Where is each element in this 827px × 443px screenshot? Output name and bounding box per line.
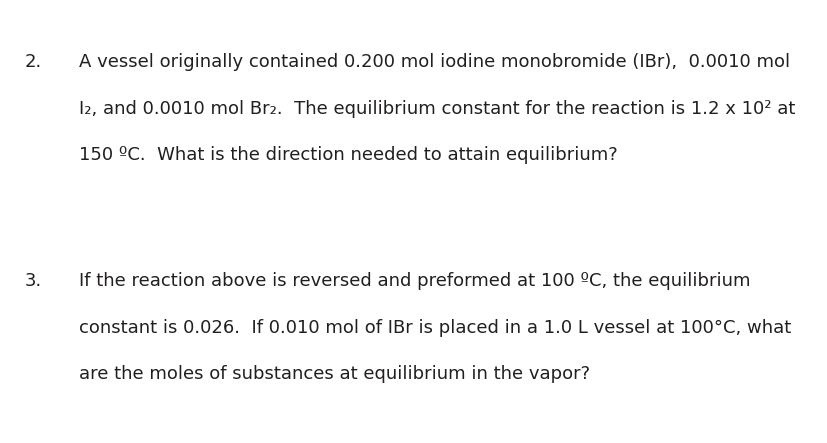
Text: I₂, and 0.0010 mol Br₂.  The equilibrium constant for the reaction is 1.2 x 10² : I₂, and 0.0010 mol Br₂. The equilibrium … xyxy=(79,100,794,118)
Text: A vessel originally contained 0.200 mol iodine monobromide (IBr),  0.0010 mol: A vessel originally contained 0.200 mol … xyxy=(79,53,789,71)
Text: 150 ºC.  What is the direction needed to attain equilibrium?: 150 ºC. What is the direction needed to … xyxy=(79,146,617,164)
Text: 2.: 2. xyxy=(25,53,42,71)
Text: 3.: 3. xyxy=(25,272,42,291)
Text: constant is 0.026.  If 0.010 mol of IBr is placed in a 1.0 L vessel at 100°C, wh: constant is 0.026. If 0.010 mol of IBr i… xyxy=(79,319,790,337)
Text: are the moles of substances at equilibrium in the vapor?: are the moles of substances at equilibri… xyxy=(79,365,589,384)
Text: If the reaction above is reversed and preformed at 100 ºC, the equilibrium: If the reaction above is reversed and pr… xyxy=(79,272,749,291)
